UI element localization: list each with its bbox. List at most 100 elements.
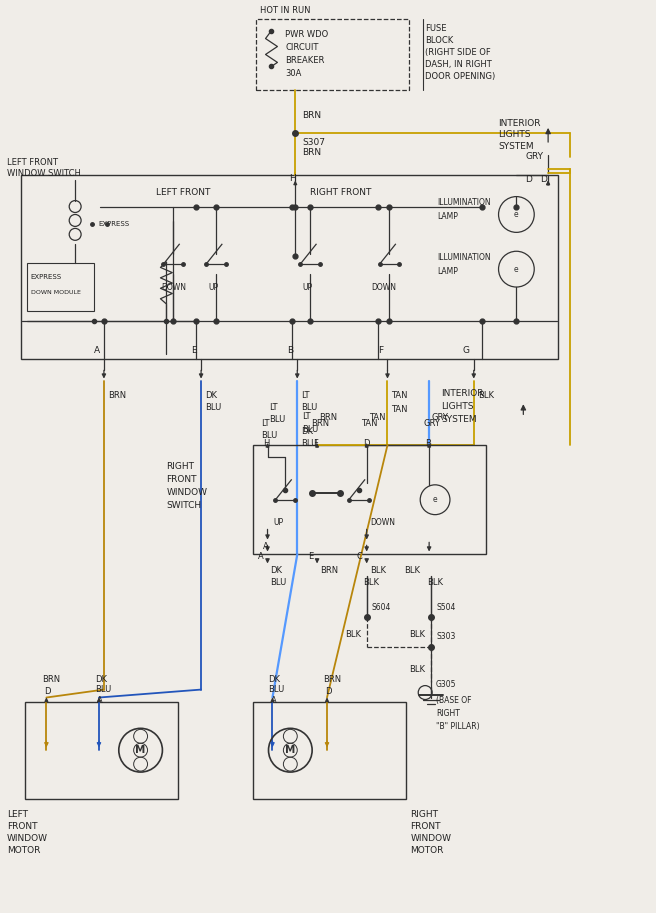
Text: BLU: BLU xyxy=(270,578,287,587)
Text: A: A xyxy=(263,542,268,551)
Text: BLU: BLU xyxy=(270,415,286,424)
Text: e: e xyxy=(514,210,519,219)
Text: TAN: TAN xyxy=(392,404,408,414)
Text: BRN: BRN xyxy=(323,675,341,684)
Text: S303: S303 xyxy=(436,633,455,642)
Text: DOWN: DOWN xyxy=(371,518,396,527)
Text: FRONT: FRONT xyxy=(7,823,37,831)
Text: LT: LT xyxy=(262,419,270,427)
Text: S604: S604 xyxy=(372,603,391,612)
Text: EXPRESS: EXPRESS xyxy=(31,274,62,280)
Text: BLK: BLK xyxy=(427,578,443,587)
Text: BRN: BRN xyxy=(320,566,338,575)
Text: D: D xyxy=(525,175,532,184)
Text: BRN: BRN xyxy=(302,110,321,120)
Text: A: A xyxy=(258,551,264,561)
Text: F: F xyxy=(379,346,384,355)
Text: LAMP: LAMP xyxy=(437,267,458,276)
Text: "B" PILLAR): "B" PILLAR) xyxy=(436,722,480,730)
Text: UP: UP xyxy=(274,518,283,527)
Text: ILLUMINATION: ILLUMINATION xyxy=(437,198,491,207)
Text: BLK: BLK xyxy=(409,666,425,674)
Text: TAN: TAN xyxy=(369,413,385,422)
Text: MOTOR: MOTOR xyxy=(7,846,40,855)
Text: DOWN: DOWN xyxy=(372,282,397,291)
Text: BRN: BRN xyxy=(108,391,126,400)
Text: M: M xyxy=(135,745,146,755)
Text: BLU: BLU xyxy=(301,438,318,447)
Text: LT: LT xyxy=(302,412,311,421)
Text: BLK: BLK xyxy=(363,578,379,587)
Text: DOWN MODULE: DOWN MODULE xyxy=(31,289,81,295)
Text: RIGHT: RIGHT xyxy=(167,463,194,471)
Text: TAN: TAN xyxy=(361,419,377,427)
Text: B: B xyxy=(287,346,293,355)
Text: LEFT: LEFT xyxy=(7,811,28,819)
Text: WINDOW: WINDOW xyxy=(167,488,207,498)
Text: BLU: BLU xyxy=(301,403,318,412)
Text: BLU: BLU xyxy=(302,425,318,434)
Text: LEFT FRONT: LEFT FRONT xyxy=(7,158,58,167)
Text: WINDOW: WINDOW xyxy=(7,834,48,844)
Text: MOTOR: MOTOR xyxy=(410,846,443,855)
Text: BLK: BLK xyxy=(478,391,494,400)
Text: RIGHT: RIGHT xyxy=(436,708,460,718)
Text: SYSTEM: SYSTEM xyxy=(441,415,477,424)
Text: DOWN: DOWN xyxy=(161,282,186,291)
Text: A: A xyxy=(97,696,103,705)
Text: D: D xyxy=(540,175,547,184)
Text: S504: S504 xyxy=(436,603,455,612)
Text: LT: LT xyxy=(301,391,310,400)
Text: (RIGHT SIDE OF: (RIGHT SIDE OF xyxy=(425,48,491,57)
Text: e: e xyxy=(433,495,438,504)
Text: BLK: BLK xyxy=(369,566,386,575)
Text: BLU: BLU xyxy=(205,403,221,412)
Text: G: G xyxy=(462,346,470,355)
Text: DK: DK xyxy=(205,391,217,400)
Text: e: e xyxy=(514,265,519,274)
Text: D: D xyxy=(45,687,51,696)
Text: BLU: BLU xyxy=(95,685,112,694)
Text: M: M xyxy=(285,745,295,755)
Text: HOT IN RUN: HOT IN RUN xyxy=(260,6,310,16)
Text: ILLUMINATION: ILLUMINATION xyxy=(437,253,491,262)
Text: BLK: BLK xyxy=(345,630,361,639)
Text: H: H xyxy=(264,438,270,447)
Text: D: D xyxy=(325,687,331,696)
Text: BRN: BRN xyxy=(302,148,321,157)
Text: RIGHT FRONT: RIGHT FRONT xyxy=(310,188,371,197)
Text: DK: DK xyxy=(270,566,283,575)
Text: A: A xyxy=(270,696,276,705)
Text: F: F xyxy=(313,438,318,447)
Text: 30A: 30A xyxy=(285,68,302,78)
Text: LEFT FRONT: LEFT FRONT xyxy=(157,188,211,197)
Text: LT: LT xyxy=(270,403,278,412)
Text: BRN: BRN xyxy=(311,419,329,427)
Text: BREAKER: BREAKER xyxy=(285,56,325,65)
Text: G305: G305 xyxy=(436,680,457,689)
Text: FRONT: FRONT xyxy=(410,823,441,831)
Text: LIGHTS: LIGHTS xyxy=(441,402,474,411)
Text: S307: S307 xyxy=(302,139,325,147)
Text: (BASE OF: (BASE OF xyxy=(436,696,472,705)
Text: UP: UP xyxy=(208,282,218,291)
Text: GRY: GRY xyxy=(431,413,448,422)
Text: DOOR OPENING): DOOR OPENING) xyxy=(425,72,495,81)
Text: A: A xyxy=(94,346,100,355)
Text: BRN: BRN xyxy=(43,675,60,684)
Text: DK: DK xyxy=(268,675,281,684)
Text: INTERIOR: INTERIOR xyxy=(499,119,541,128)
Text: WINDOW: WINDOW xyxy=(410,834,451,844)
Text: BLK: BLK xyxy=(409,630,425,639)
Text: SYSTEM: SYSTEM xyxy=(499,142,534,152)
Text: TAN: TAN xyxy=(392,391,408,400)
Text: C: C xyxy=(357,551,363,561)
Text: H: H xyxy=(289,174,296,184)
Text: E: E xyxy=(192,346,197,355)
Text: DK: DK xyxy=(95,675,107,684)
Text: LAMP: LAMP xyxy=(437,212,458,221)
Text: EXPRESS: EXPRESS xyxy=(98,222,129,227)
Text: B: B xyxy=(425,438,431,447)
Text: BLU: BLU xyxy=(262,431,278,440)
Text: RIGHT: RIGHT xyxy=(410,811,438,819)
